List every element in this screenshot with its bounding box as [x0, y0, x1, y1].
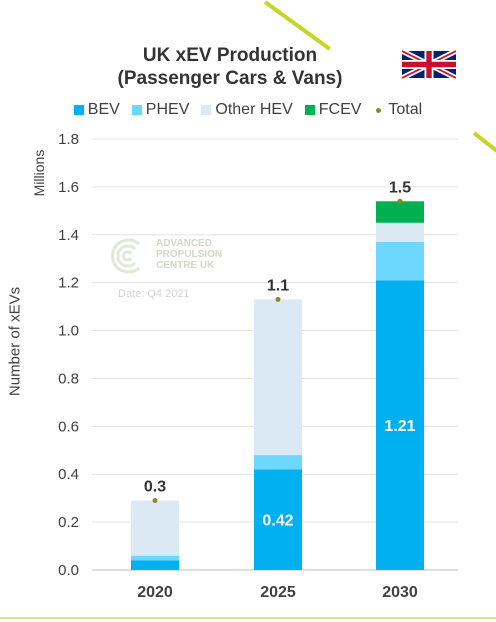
total-label: 1.5	[389, 179, 411, 196]
legend-item-phev: PHEV	[131, 101, 190, 119]
uk-flag-icon	[402, 50, 456, 79]
y-tick-label: 1.6	[58, 179, 79, 196]
bar-segment-fcev	[376, 201, 424, 223]
watermark-date: Date: Q4 2021	[118, 288, 190, 300]
chart-title-line2: (Passenger Cars & Vans)	[117, 68, 343, 89]
chart-title-line1: UK xEV Production	[142, 45, 318, 66]
x-tick-label: 2020	[137, 584, 173, 601]
y-tick-label: 0.2	[58, 514, 79, 531]
legend-swatch	[131, 105, 142, 115]
y-tick-label: 1.8	[58, 131, 79, 148]
legend-swatch	[376, 107, 382, 113]
legend-label: BEV	[87, 101, 120, 118]
legend-item-total: Total	[373, 101, 422, 119]
bar-segment-phev	[376, 241, 424, 281]
bar-segment-bev	[376, 280, 424, 570]
x-tick-label: 2030	[382, 584, 418, 601]
y-tick-label: 0.6	[58, 418, 79, 435]
total-marker	[275, 296, 281, 302]
legend-item-other-hev: Other HEV	[201, 101, 293, 119]
bar-segment-bev	[254, 469, 302, 570]
bar-segment-other-hev	[254, 299, 302, 456]
legend-item-fcev: FCEV	[304, 101, 362, 119]
total-label: 0.3	[144, 479, 166, 496]
legend-item-bev: BEV	[73, 101, 120, 119]
y-tick-label: 0.0	[58, 562, 79, 579]
bar-segment-other-hev	[376, 222, 424, 242]
apc-logo-icon	[110, 238, 140, 274]
bar-segment-phev	[131, 555, 179, 561]
bottom-divider	[0, 617, 496, 619]
y-tick-label: 0.4	[58, 466, 79, 483]
bar-data-label: 1.21	[384, 418, 415, 435]
legend-swatch	[201, 105, 212, 115]
bar-data-label: 0.42	[262, 513, 293, 530]
watermark-line3: CENTRE UK	[156, 260, 215, 271]
watermark-line1: ADVANCED	[156, 238, 212, 249]
legend-label: FCEV	[318, 101, 362, 118]
bar-segment-phev	[254, 455, 302, 470]
total-label: 1.1	[267, 277, 289, 294]
x-tick-label: 2025	[260, 584, 296, 601]
total-marker	[152, 498, 158, 504]
legend-swatch	[304, 105, 315, 115]
chart-legend: BEV PHEV Other HEV FCEV Total	[0, 101, 496, 119]
legend-label: Other HEV	[215, 101, 293, 118]
y-tick-label: 1.2	[58, 275, 79, 292]
watermark-line2: PROPULSION	[156, 249, 223, 260]
bar-segment-bev	[131, 560, 179, 570]
legend-label: Total	[388, 101, 423, 118]
total-marker	[397, 198, 403, 204]
legend-swatch	[73, 105, 84, 115]
bar-segment-other-hev	[131, 500, 179, 556]
y-tick-label: 0.8	[58, 370, 79, 387]
chart-title: UK xEV Production (Passenger Cars & Vans…	[60, 44, 400, 90]
legend-label: PHEV	[145, 101, 190, 118]
y-tick-label: 1.0	[58, 323, 79, 340]
y-tick-label: 1.4	[58, 227, 79, 244]
